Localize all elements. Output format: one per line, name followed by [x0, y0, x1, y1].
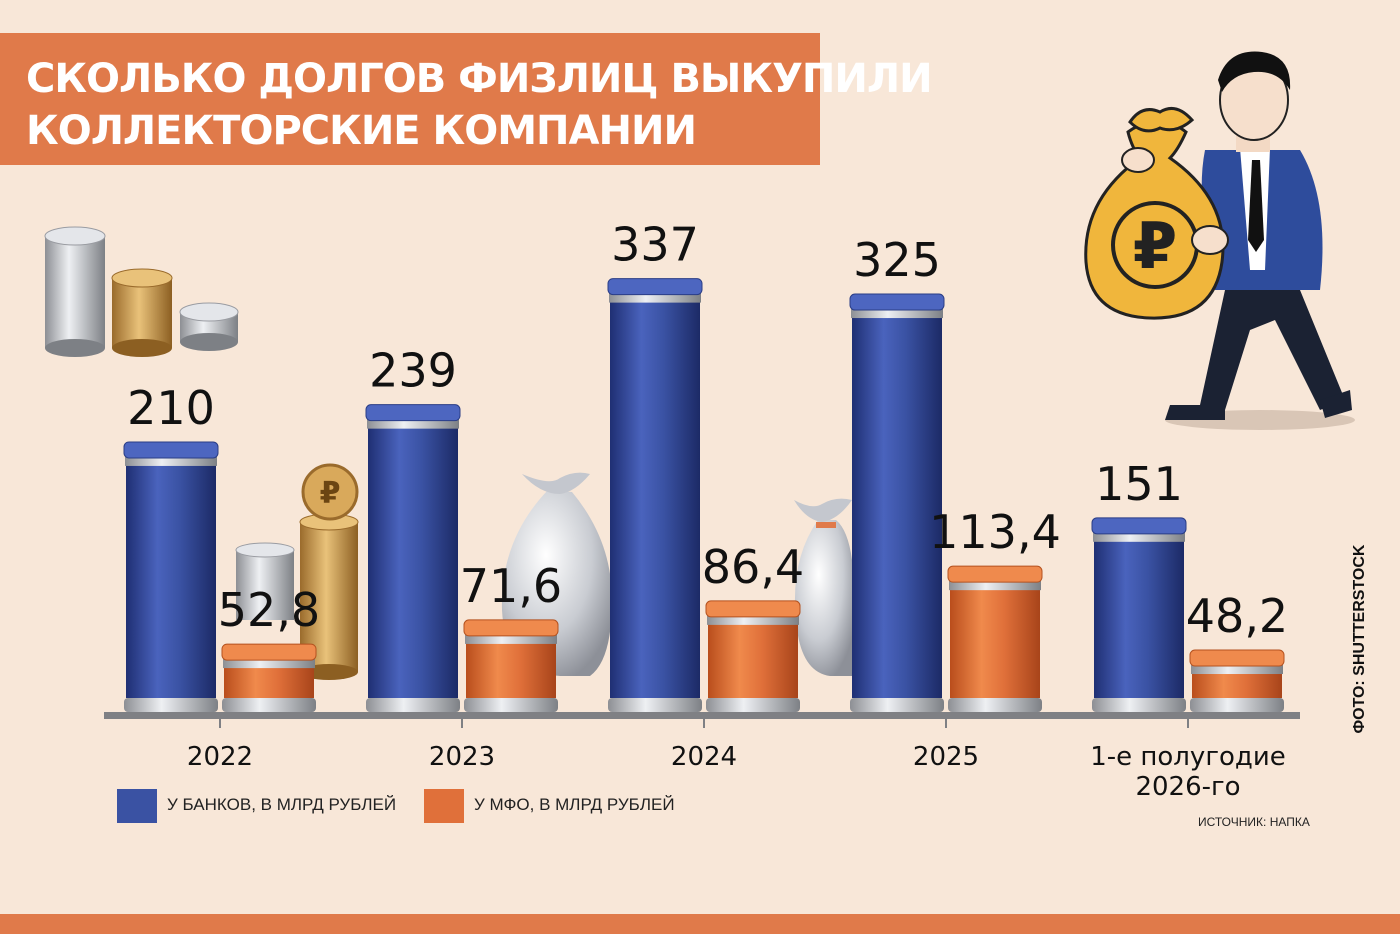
value-labels: 210 52,8 239 71,6 337 86,4 325 113,4 151 48,2	[127, 218, 1288, 643]
bar-base	[1092, 698, 1186, 712]
legend-label-mfo: У МФО, В МЛРД РУБЛЕЙ	[474, 795, 675, 814]
legend-swatch-mfo	[424, 789, 464, 823]
bar-band	[465, 633, 557, 644]
value-label-mfo: 52,8	[218, 583, 320, 637]
category-label: 2026-го	[1135, 772, 1240, 802]
bar-banks-2	[607, 278, 703, 712]
bar-body	[1094, 531, 1184, 698]
title-line-2: КОЛЛЕКТОРСКИЕ КОМПАНИИ	[26, 108, 697, 154]
x-tick	[945, 718, 947, 728]
category-label: 2023	[429, 742, 495, 772]
bar-body	[126, 455, 216, 698]
money-bag-icon	[794, 498, 854, 676]
category-label: 2025	[913, 742, 979, 772]
source-note: ИСТОЧНИК: НАПКА	[1198, 815, 1310, 829]
bar-band	[125, 455, 217, 466]
value-label-mfo: 86,4	[702, 540, 804, 594]
bar-base	[366, 698, 460, 712]
x-tick	[703, 718, 705, 728]
bar-band	[1191, 664, 1283, 675]
bar-mfo-3	[947, 565, 1043, 712]
value-label-mfo: 113,4	[929, 505, 1061, 559]
bar-base	[464, 698, 558, 712]
bar-band	[851, 308, 943, 319]
bar-cap	[1091, 517, 1187, 535]
bar-base	[608, 698, 702, 712]
bar-base	[124, 698, 218, 712]
bar-body	[950, 580, 1040, 698]
bar-mfo-1	[463, 619, 559, 712]
category-label: 1-е полугодие	[1090, 742, 1286, 772]
bar-band	[949, 580, 1041, 591]
bar-cap	[221, 643, 317, 661]
bar-band	[707, 614, 799, 625]
ruble-coin-stack-icon: ₽	[235, 463, 359, 680]
bar-banks-4	[1091, 517, 1187, 712]
bar-banks-0	[123, 441, 219, 712]
bar-cap	[365, 404, 461, 422]
category-label: 2022	[187, 742, 253, 772]
bar-base	[1190, 698, 1284, 712]
x-tick	[1187, 718, 1189, 728]
bar-cap	[123, 441, 219, 459]
value-label-banks: 325	[853, 233, 941, 287]
bar-band	[223, 658, 315, 669]
bottom-strip	[0, 914, 1400, 934]
bar-body	[610, 292, 700, 698]
legend-swatch-banks	[117, 789, 157, 823]
bar-base	[222, 698, 316, 712]
x-tick	[461, 718, 463, 728]
legend-label-banks: У БАНКОВ, В МЛРД РУБЛЕЙ	[167, 795, 397, 814]
bars	[123, 278, 1285, 712]
bar-base	[706, 698, 800, 712]
value-label-banks: 337	[611, 218, 699, 272]
svg-text:₽: ₽	[1133, 210, 1178, 284]
title-banner	[0, 33, 820, 165]
bar-body	[852, 308, 942, 698]
bar-cap	[607, 278, 703, 296]
bar-band	[1093, 531, 1185, 542]
bar-mfo-2	[705, 600, 801, 712]
value-label-mfo: 48,2	[1186, 589, 1288, 643]
value-label-mfo: 71,6	[460, 559, 562, 613]
bar-mfo-0	[221, 643, 317, 712]
x-axis	[104, 712, 1300, 719]
value-label-banks: 151	[1095, 457, 1183, 511]
bar-banks-3	[849, 293, 945, 712]
title-line-1: СКОЛЬКО ДОЛГОВ ФИЗЛИЦ ВЫКУПИЛИ	[26, 56, 933, 102]
bar-cap	[705, 600, 801, 618]
coin-stacks-icon	[44, 226, 239, 357]
bar-base	[850, 698, 944, 712]
x-axis-ticks	[219, 718, 1189, 728]
value-label-banks: 210	[127, 381, 215, 435]
bar-cap	[849, 293, 945, 311]
svg-text:₽: ₽	[320, 476, 341, 511]
category-label: 2024	[671, 742, 737, 772]
bar-band	[367, 418, 459, 429]
bar-band	[609, 292, 701, 303]
bar-cap	[463, 619, 559, 637]
bar-base	[948, 698, 1042, 712]
bar-body	[368, 418, 458, 698]
x-tick	[219, 718, 221, 728]
x-axis-line	[104, 712, 1300, 719]
value-label-banks: 239	[369, 344, 457, 398]
bar-cap	[947, 565, 1043, 583]
photo-credit: ФОТО: SHUTTERSTOCK	[1351, 544, 1368, 734]
man-with-ruble-bag-icon: ₽	[1084, 51, 1355, 430]
bar-cap	[1189, 649, 1285, 667]
bar-banks-1	[365, 404, 461, 712]
bar-body	[708, 614, 798, 698]
bar-mfo-4	[1189, 649, 1285, 712]
bar-body	[466, 633, 556, 698]
